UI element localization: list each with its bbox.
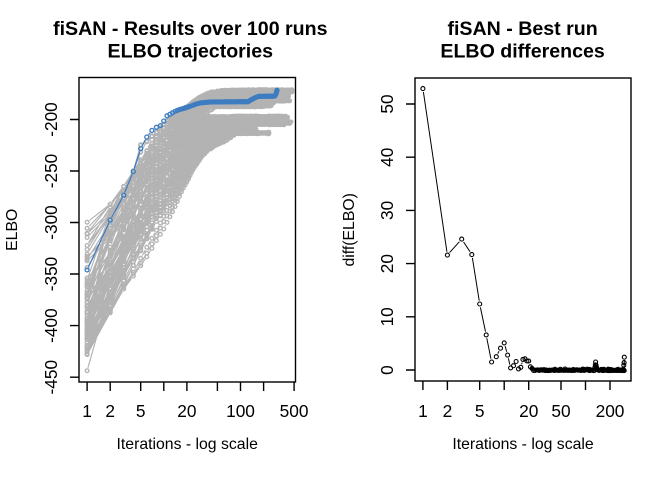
svg-text:-450: -450 (41, 360, 61, 395)
svg-text:500: 500 (280, 401, 309, 421)
svg-text:diff(ELBO): diff(ELBO) (341, 193, 358, 266)
svg-text:Iterations - log scale: Iterations - log scale (452, 436, 594, 453)
svg-text:50: 50 (377, 94, 397, 113)
svg-text:5: 5 (475, 401, 485, 421)
svg-text:-400: -400 (41, 308, 61, 343)
svg-text:30: 30 (377, 201, 397, 220)
svg-text:10: 10 (377, 307, 397, 326)
svg-text:200: 200 (596, 401, 625, 421)
svg-text:ELBO trajectories: ELBO trajectories (108, 41, 274, 63)
svg-text:-350: -350 (41, 257, 61, 292)
svg-text:5: 5 (136, 401, 146, 421)
svg-text:2: 2 (105, 401, 115, 421)
svg-text:ELBO differences: ELBO differences (440, 41, 605, 63)
svg-text:Iterations - log scale: Iterations - log scale (117, 436, 259, 453)
svg-text:1: 1 (418, 401, 428, 421)
svg-text:20: 20 (377, 254, 397, 273)
svg-text:2: 2 (443, 401, 453, 421)
svg-text:20: 20 (177, 401, 196, 421)
svg-text:-300: -300 (41, 205, 61, 240)
svg-text:100: 100 (226, 401, 255, 421)
svg-text:20: 20 (519, 401, 538, 421)
svg-text:1: 1 (82, 401, 92, 421)
svg-text:40: 40 (377, 148, 397, 167)
svg-text:-250: -250 (41, 154, 61, 189)
svg-text:0: 0 (377, 365, 397, 375)
svg-text:ELBO: ELBO (4, 209, 21, 251)
svg-text:-200: -200 (41, 102, 61, 137)
svg-text:50: 50 (551, 401, 570, 421)
svg-text:fiSAN - Results over 100 runs: fiSAN - Results over 100 runs (53, 18, 328, 40)
svg-text:fiSAN - Best run: fiSAN - Best run (447, 18, 597, 40)
